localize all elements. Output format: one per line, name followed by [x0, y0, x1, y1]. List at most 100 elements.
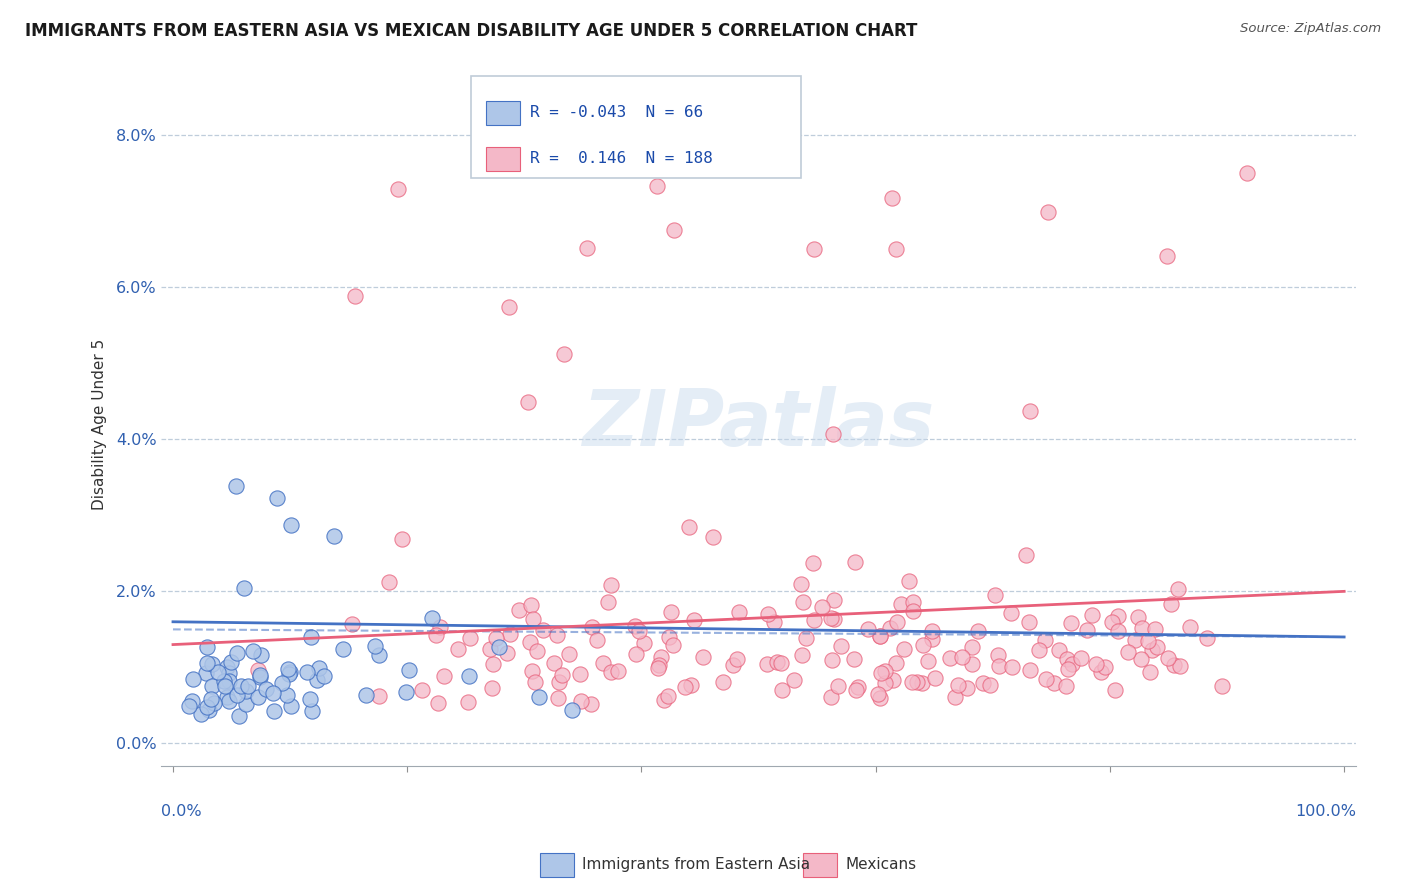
Point [821, 653, 844, 667]
Point [658, 630, 681, 644]
Point [516, 395, 538, 409]
Point [905, 675, 928, 690]
Point [1178, 620, 1201, 634]
Point [1062, 657, 1084, 672]
Point [262, 686, 284, 700]
Point [769, 656, 792, 670]
Point [803, 242, 825, 256]
Point [232, 581, 254, 595]
Point [458, 631, 481, 645]
Point [585, 633, 607, 648]
Point [683, 613, 706, 627]
Point [295, 665, 318, 680]
Point [869, 691, 891, 706]
Point [692, 649, 714, 664]
Point [218, 665, 240, 680]
Point [1047, 643, 1070, 657]
Point [581, 620, 603, 634]
Point [425, 628, 447, 642]
Point [882, 673, 904, 687]
Point [844, 556, 866, 570]
Point [662, 639, 685, 653]
Point [447, 641, 470, 656]
Point [845, 682, 868, 697]
Point [801, 556, 824, 570]
Point [870, 665, 893, 680]
Point [624, 619, 647, 633]
Point [921, 624, 943, 638]
Point [323, 529, 346, 543]
Point [650, 650, 672, 665]
Point [249, 670, 271, 684]
Point [1163, 657, 1185, 672]
Point [387, 182, 409, 196]
Point [979, 678, 1001, 692]
Point [301, 704, 323, 718]
Point [235, 698, 257, 712]
Point [880, 191, 903, 205]
Point [869, 629, 891, 643]
Point [202, 696, 225, 710]
Y-axis label: Disability Age Under 5: Disability Age Under 5 [93, 338, 107, 509]
Point [226, 688, 249, 702]
Point [662, 222, 685, 236]
Point [856, 623, 879, 637]
Point [485, 631, 508, 645]
Point [218, 674, 240, 689]
Point [924, 671, 946, 685]
Point [312, 669, 335, 683]
Point [246, 663, 269, 677]
Point [766, 655, 789, 669]
Point [811, 600, 834, 615]
Point [1157, 651, 1180, 665]
Point [1123, 633, 1146, 648]
Point [278, 665, 301, 679]
Point [678, 520, 700, 534]
Point [308, 661, 330, 675]
Point [250, 648, 273, 662]
Point [242, 644, 264, 658]
Point [195, 699, 218, 714]
Point [197, 656, 219, 670]
Point [624, 647, 647, 661]
Text: Mexicans: Mexicans [845, 857, 917, 871]
Point [368, 648, 391, 663]
Point [561, 703, 583, 717]
Point [276, 688, 298, 702]
Point [820, 690, 842, 705]
Point [1137, 633, 1160, 648]
Point [254, 682, 277, 697]
Point [821, 426, 844, 441]
Point [181, 694, 204, 708]
Point [721, 657, 744, 672]
Point [523, 675, 546, 690]
Point [395, 685, 418, 699]
Point [893, 642, 915, 657]
Point [179, 698, 201, 713]
Point [520, 665, 543, 679]
Point [1144, 623, 1167, 637]
Point [266, 491, 288, 505]
Point [875, 664, 897, 678]
Text: Immigrants from Eastern Asia: Immigrants from Eastern Asia [582, 857, 810, 871]
Point [354, 688, 377, 702]
Point [553, 347, 575, 361]
Point [1070, 650, 1092, 665]
Point [842, 652, 865, 666]
Point [1018, 663, 1040, 677]
Point [378, 575, 401, 590]
Point [886, 615, 908, 630]
Point [1130, 652, 1153, 666]
Point [794, 631, 817, 645]
Point [181, 673, 204, 687]
Point [219, 656, 242, 670]
Text: R = -0.043  N = 66: R = -0.043 N = 66 [530, 104, 703, 120]
Point [478, 641, 501, 656]
Point [429, 620, 451, 634]
Point [790, 577, 813, 591]
Point [235, 683, 257, 698]
Point [305, 673, 328, 687]
Point [823, 593, 845, 607]
Point [728, 606, 751, 620]
Point [956, 681, 979, 695]
